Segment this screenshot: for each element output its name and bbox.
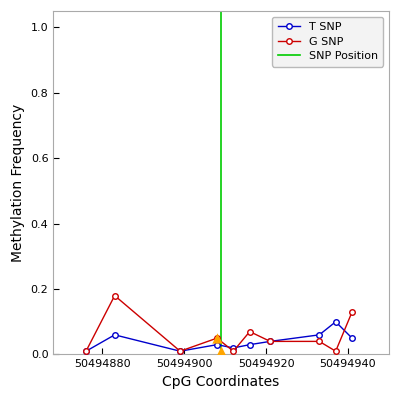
Legend: T SNP, G SNP, SNP Position: T SNP, G SNP, SNP Position bbox=[272, 17, 383, 67]
T SNP bbox=[333, 319, 338, 324]
T SNP bbox=[178, 349, 182, 354]
G SNP bbox=[247, 329, 252, 334]
G SNP bbox=[84, 349, 88, 354]
G SNP bbox=[350, 310, 354, 314]
G SNP bbox=[214, 336, 219, 340]
X-axis label: CpG Coordinates: CpG Coordinates bbox=[162, 375, 280, 389]
T SNP bbox=[268, 339, 272, 344]
T SNP bbox=[317, 332, 322, 337]
G SNP bbox=[231, 349, 236, 354]
T SNP bbox=[231, 346, 236, 350]
G SNP bbox=[268, 339, 272, 344]
Y-axis label: Methylation Frequency: Methylation Frequency bbox=[11, 104, 25, 262]
Point bbox=[218, 348, 224, 354]
G SNP bbox=[317, 339, 322, 344]
T SNP bbox=[84, 349, 88, 354]
G SNP bbox=[178, 349, 182, 354]
T SNP bbox=[214, 342, 219, 347]
T SNP bbox=[112, 332, 117, 337]
T SNP bbox=[350, 336, 354, 340]
G SNP bbox=[112, 293, 117, 298]
Line: T SNP: T SNP bbox=[83, 319, 355, 354]
Line: G SNP: G SNP bbox=[83, 293, 355, 354]
Point bbox=[214, 335, 220, 341]
T SNP bbox=[247, 342, 252, 347]
G SNP bbox=[333, 349, 338, 354]
